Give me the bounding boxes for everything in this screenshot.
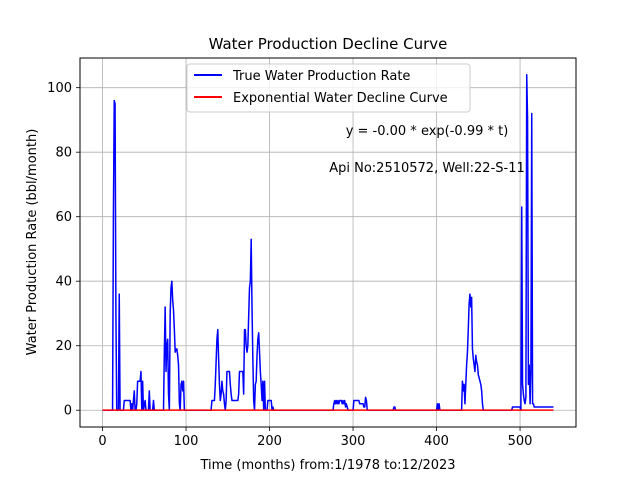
y-tick-label: 20 — [55, 339, 72, 354]
series-layer — [102, 74, 554, 411]
grid-lines — [80, 58, 576, 427]
y-axis-label: Water Production Rate (bbl/month) — [25, 129, 40, 356]
y-tick-label: 60 — [55, 210, 72, 225]
y-tick-label: 80 — [55, 146, 72, 161]
x-tick-label: 500 — [508, 434, 533, 449]
x-axis-label: Time (months) from:1/1978 to:12/2023 — [199, 458, 455, 473]
x-tick-label: 400 — [424, 434, 449, 449]
legend-label-decline: Exponential Water Decline Curve — [233, 91, 448, 106]
x-tick-label: 200 — [257, 434, 282, 449]
series-line-true-water-production-rate — [102, 74, 554, 411]
well-annotation: Api No:2510572, Well:22-S-11 — [329, 161, 525, 176]
y-tick-label: 40 — [55, 275, 72, 290]
legend-label-true-rate: True Water Production Rate — [232, 69, 410, 84]
x-tick-label: 300 — [341, 434, 366, 449]
chart-title: Water Production Decline Curve — [209, 35, 448, 53]
equation-annotation: y = -0.00 * exp(-0.99 * t) — [346, 124, 509, 139]
y-tick-label: 100 — [47, 81, 72, 96]
axis-ticks: 0 100 200 300 400 500 0 20 40 60 80 100 — [47, 81, 532, 449]
legend: True Water Production Rate Exponential W… — [186, 63, 471, 113]
plot-frame — [79, 57, 577, 428]
x-tick-label: 0 — [98, 434, 106, 449]
x-tick-label: 100 — [174, 434, 199, 449]
y-tick-label: 0 — [64, 404, 72, 419]
legend-box — [186, 63, 471, 113]
